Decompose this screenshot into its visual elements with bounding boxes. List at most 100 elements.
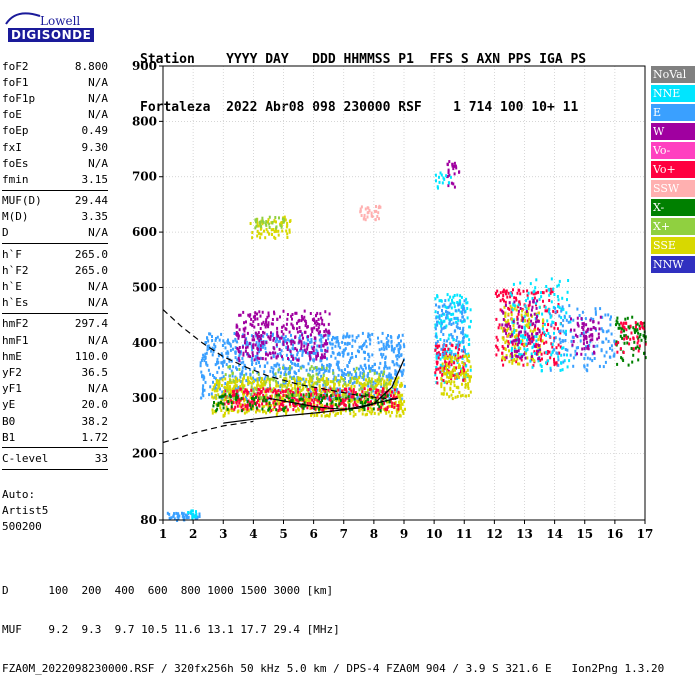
echo-point [501,297,504,301]
echo-point [275,356,278,360]
echo-point [304,319,307,323]
echo-point [338,391,341,395]
echo-point [275,229,278,233]
echo-point [292,354,295,358]
echo-point [281,229,284,233]
echo-point [557,363,560,367]
echo-point [295,393,298,397]
echo-point [316,352,319,356]
echo-point [356,404,358,408]
echo-point [218,379,221,383]
echo-point [553,339,556,343]
echo-point [261,219,264,223]
echo-point [232,365,235,369]
echo-point [256,401,258,405]
echo-point [401,373,404,377]
echo-point [270,322,273,326]
echo-point [389,414,392,418]
echo-point [251,360,254,364]
echo-point [261,222,264,226]
echo-point [505,356,508,360]
echo-point [254,331,257,335]
echo-point [559,368,562,372]
echo-point [265,352,267,356]
echo-point [309,379,312,383]
echo-point [537,290,540,294]
echo-point [191,509,194,513]
echo-point [443,342,446,346]
echo-point [516,355,519,359]
echo-point [337,373,340,377]
echo-point [307,362,310,366]
echo-point [586,346,589,350]
echo-point [601,315,604,319]
echo-point [259,220,262,224]
echo-point [398,395,401,399]
echo-point [213,376,216,379]
echo-point [566,298,568,302]
echo-point [532,299,535,302]
echo-point [356,393,358,397]
param-name: D [2,226,9,240]
param-value: N/A [88,226,108,240]
echo-point [535,343,538,347]
echo-point [582,342,585,346]
echo-point [262,334,265,338]
echo-point [276,354,279,358]
echo-point [326,342,329,346]
echo-point [270,356,273,360]
echo-point [364,350,366,354]
echo-point [300,393,302,397]
profile-curve [162,420,254,444]
echo-point [251,406,254,410]
echo-point [255,410,257,414]
echo-point [465,297,468,301]
echo-point [242,351,245,355]
echo-point [342,384,344,388]
echo-point [302,317,304,321]
echo-point [461,311,463,315]
echo-point [219,377,222,381]
echo-point [458,376,461,380]
echo-point [502,337,505,341]
echo-point [576,335,579,339]
echo-point [540,291,542,295]
echo-point [321,366,324,370]
echo-point [236,340,238,344]
echo-point [333,375,336,379]
echo-point [300,366,303,370]
echo-point [403,400,406,404]
echo-point [265,402,268,405]
echo-point [582,327,585,331]
echo-point [231,387,234,391]
echo-point [315,323,318,327]
echo-point [617,326,620,330]
echo-point [598,364,601,368]
echo-point [309,367,312,371]
echo-point [455,320,458,324]
echo-point [550,342,553,346]
echo-point [352,410,355,414]
param-mufd: MUF(D) 29.44 [2,193,108,209]
echo-point [400,339,402,343]
echo-point [553,331,555,335]
echo-point [623,326,626,330]
echo-point [258,342,261,346]
param-name: B1 [2,430,16,444]
echo-point [305,395,308,399]
echo-point [264,325,267,329]
echo-point [531,305,534,309]
echo-point [331,342,334,346]
echo-point [228,397,231,401]
echo-point [290,314,293,318]
echo-point [297,387,299,391]
echo-point [527,321,530,325]
echo-point [290,342,293,346]
echo-point [338,394,341,398]
echo-point [502,363,505,367]
echo-point [447,337,450,341]
echo-point [532,322,535,326]
echo-point [276,352,279,356]
echo-point [634,321,637,325]
echo-point [338,399,341,403]
